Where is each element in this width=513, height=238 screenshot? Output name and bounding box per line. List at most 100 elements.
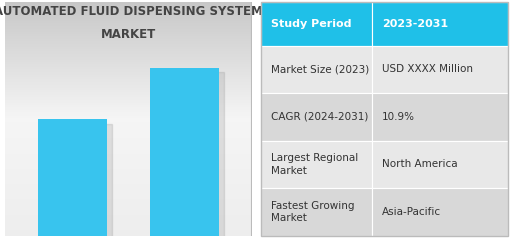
Bar <box>5 80 251 82</box>
Bar <box>5 121 251 123</box>
Bar <box>5 23 251 25</box>
Bar <box>5 102 251 103</box>
Bar <box>5 9 251 10</box>
Bar <box>5 76 251 77</box>
Bar <box>5 56 251 57</box>
Bar <box>5 171 251 173</box>
Bar <box>37 119 107 236</box>
Bar <box>5 18 251 19</box>
Bar <box>5 135 251 137</box>
Bar <box>5 209 251 210</box>
Bar <box>5 83 251 84</box>
Bar <box>5 35 251 36</box>
Bar <box>5 170 251 171</box>
Bar <box>5 115 251 117</box>
Bar <box>5 110 251 111</box>
Bar <box>5 22 251 23</box>
Bar <box>42 124 111 238</box>
Bar <box>150 68 219 236</box>
Bar <box>5 202 251 203</box>
Bar <box>5 176 251 177</box>
Bar <box>5 51 251 53</box>
Bar <box>262 188 372 236</box>
Bar <box>5 206 251 208</box>
Bar <box>5 230 251 231</box>
Bar <box>5 88 251 89</box>
Bar <box>5 119 251 120</box>
Bar <box>5 155 251 156</box>
Text: 2023-2031: 2023-2031 <box>382 19 448 29</box>
Bar <box>5 131 251 132</box>
Bar <box>5 201 251 202</box>
Bar <box>5 216 251 217</box>
Bar <box>5 29 251 30</box>
Bar <box>5 74 251 75</box>
Bar <box>5 72 251 74</box>
Bar <box>5 40 251 41</box>
Text: 10.9%: 10.9% <box>382 112 415 122</box>
Bar <box>5 27 251 28</box>
Bar <box>5 41 251 42</box>
Bar <box>5 91 251 92</box>
Bar <box>5 57 251 58</box>
Bar <box>5 191 251 193</box>
Text: MARKET: MARKET <box>101 28 156 41</box>
Bar <box>5 75 251 76</box>
Bar <box>5 20 251 21</box>
Bar <box>5 97 251 98</box>
Bar <box>372 93 508 141</box>
Bar <box>5 223 251 224</box>
Bar <box>5 48 251 49</box>
Bar <box>5 160 251 161</box>
Bar <box>5 196 251 197</box>
Bar <box>5 53 251 54</box>
Bar <box>5 114 251 115</box>
Bar <box>5 126 251 127</box>
Bar <box>5 184 251 185</box>
Bar <box>5 181 251 182</box>
Bar <box>372 188 508 236</box>
Bar <box>5 78 251 79</box>
Bar <box>5 62 251 63</box>
Bar <box>5 123 251 124</box>
Bar <box>5 86 251 88</box>
Bar <box>5 148 251 149</box>
Bar <box>5 103 251 104</box>
Bar <box>372 141 508 188</box>
Bar <box>5 117 251 118</box>
Bar <box>5 71 251 72</box>
Bar <box>5 208 251 209</box>
Bar <box>5 79 251 80</box>
Bar <box>5 174 251 175</box>
Bar <box>5 42 251 43</box>
Bar <box>5 205 251 206</box>
Bar <box>5 189 251 190</box>
Bar <box>5 168 251 169</box>
Bar <box>5 55 251 56</box>
Bar <box>5 94 251 96</box>
Bar <box>5 106 251 107</box>
Bar <box>5 177 251 178</box>
Bar <box>5 63 251 64</box>
Bar <box>5 45 251 47</box>
Bar <box>5 183 251 184</box>
Bar <box>5 19 251 20</box>
Bar <box>5 133 251 134</box>
Bar <box>5 139 251 140</box>
Bar <box>372 45 508 93</box>
Bar <box>5 158 251 159</box>
Bar <box>5 226 251 228</box>
Bar <box>5 162 251 163</box>
Bar <box>5 140 251 141</box>
Bar <box>262 2 372 45</box>
Bar <box>5 154 251 155</box>
Bar <box>5 129 251 131</box>
Bar <box>5 149 251 150</box>
Bar <box>5 166 251 167</box>
Bar <box>5 213 251 215</box>
Bar <box>5 5 251 6</box>
Bar <box>5 185 251 187</box>
Bar <box>262 141 372 188</box>
Text: Market Size (2023): Market Size (2023) <box>271 64 369 74</box>
Bar <box>5 225 251 226</box>
